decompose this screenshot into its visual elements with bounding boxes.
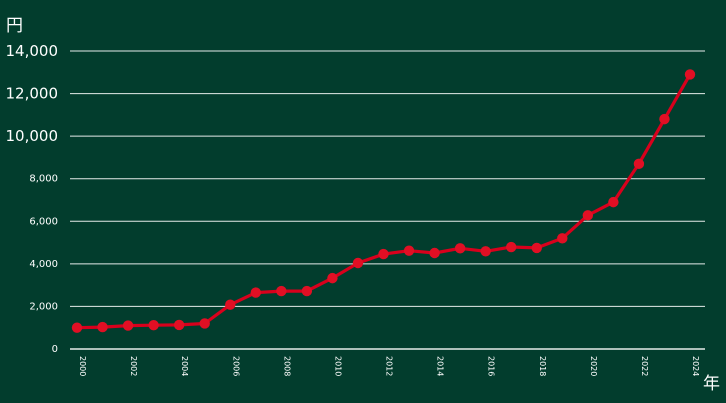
data-point: [148, 319, 159, 331]
data-point: [429, 247, 440, 259]
y-axis-unit: 円: [6, 16, 23, 36]
data-point: [250, 287, 261, 298]
x-tick-label: 2020: [589, 356, 598, 376]
data-point: [684, 69, 696, 80]
y-tick-label: 14,000: [6, 42, 59, 60]
data-point: [659, 113, 670, 125]
series-line: [75, 72, 692, 330]
data-point: [480, 246, 491, 257]
data-point: [327, 272, 338, 284]
data-point: [276, 285, 287, 297]
data-point: [97, 321, 108, 333]
y-tick-label: 6,000: [29, 216, 58, 227]
data-point: [122, 320, 134, 331]
data-point: [608, 196, 619, 208]
data-point: [454, 243, 466, 254]
x-axis-ticks: 2000 2002 2004 2006 2008 2010 2012 2014 2016 2018…: [78, 356, 700, 376]
data-point: [352, 257, 364, 269]
data-point: [633, 158, 645, 170]
gridlines: [70, 50, 705, 350]
x-tick-label: 2024: [691, 356, 700, 376]
x-tick-label: 2016: [487, 356, 496, 376]
x-tick-label: 2006: [231, 356, 240, 376]
data-point: [557, 233, 568, 244]
x-tick-label: 2002: [129, 356, 138, 376]
data-point: [199, 318, 210, 329]
data-point: [225, 299, 236, 310]
x-tick-label: 2014: [436, 356, 445, 376]
y-tick-label: 2,000: [29, 301, 58, 312]
y-tick-label: 12,000: [6, 85, 59, 103]
y-tick-label: 0: [52, 344, 58, 355]
y-tick-label: 10,000: [6, 127, 59, 145]
x-tick-label: 2008: [282, 356, 291, 376]
data-point: [582, 210, 594, 221]
x-tick-label: 2004: [180, 356, 189, 376]
data-point: [173, 319, 185, 331]
x-tick-label: 2010: [333, 356, 342, 376]
data-point: [301, 285, 313, 297]
y-tick-label: 8,000: [29, 174, 58, 185]
series-group: [71, 69, 696, 333]
x-tick-label: 2012: [385, 356, 394, 376]
x-axis-unit: 年: [703, 374, 720, 394]
x-tick-label: 2018: [538, 356, 547, 376]
data-point: [506, 241, 517, 253]
x-tick-label: 2000: [78, 356, 87, 376]
data-point: [403, 245, 415, 256]
data-point: [378, 248, 389, 260]
x-tick-label: 2022: [640, 356, 649, 376]
data-point: [71, 322, 83, 333]
y-axis-ticks: 0 2,000 4,000 6,000 8,000 10,000 12,000 14,000: [6, 42, 59, 355]
y-tick-label: 4,000: [29, 259, 58, 270]
data-point: [531, 242, 542, 254]
